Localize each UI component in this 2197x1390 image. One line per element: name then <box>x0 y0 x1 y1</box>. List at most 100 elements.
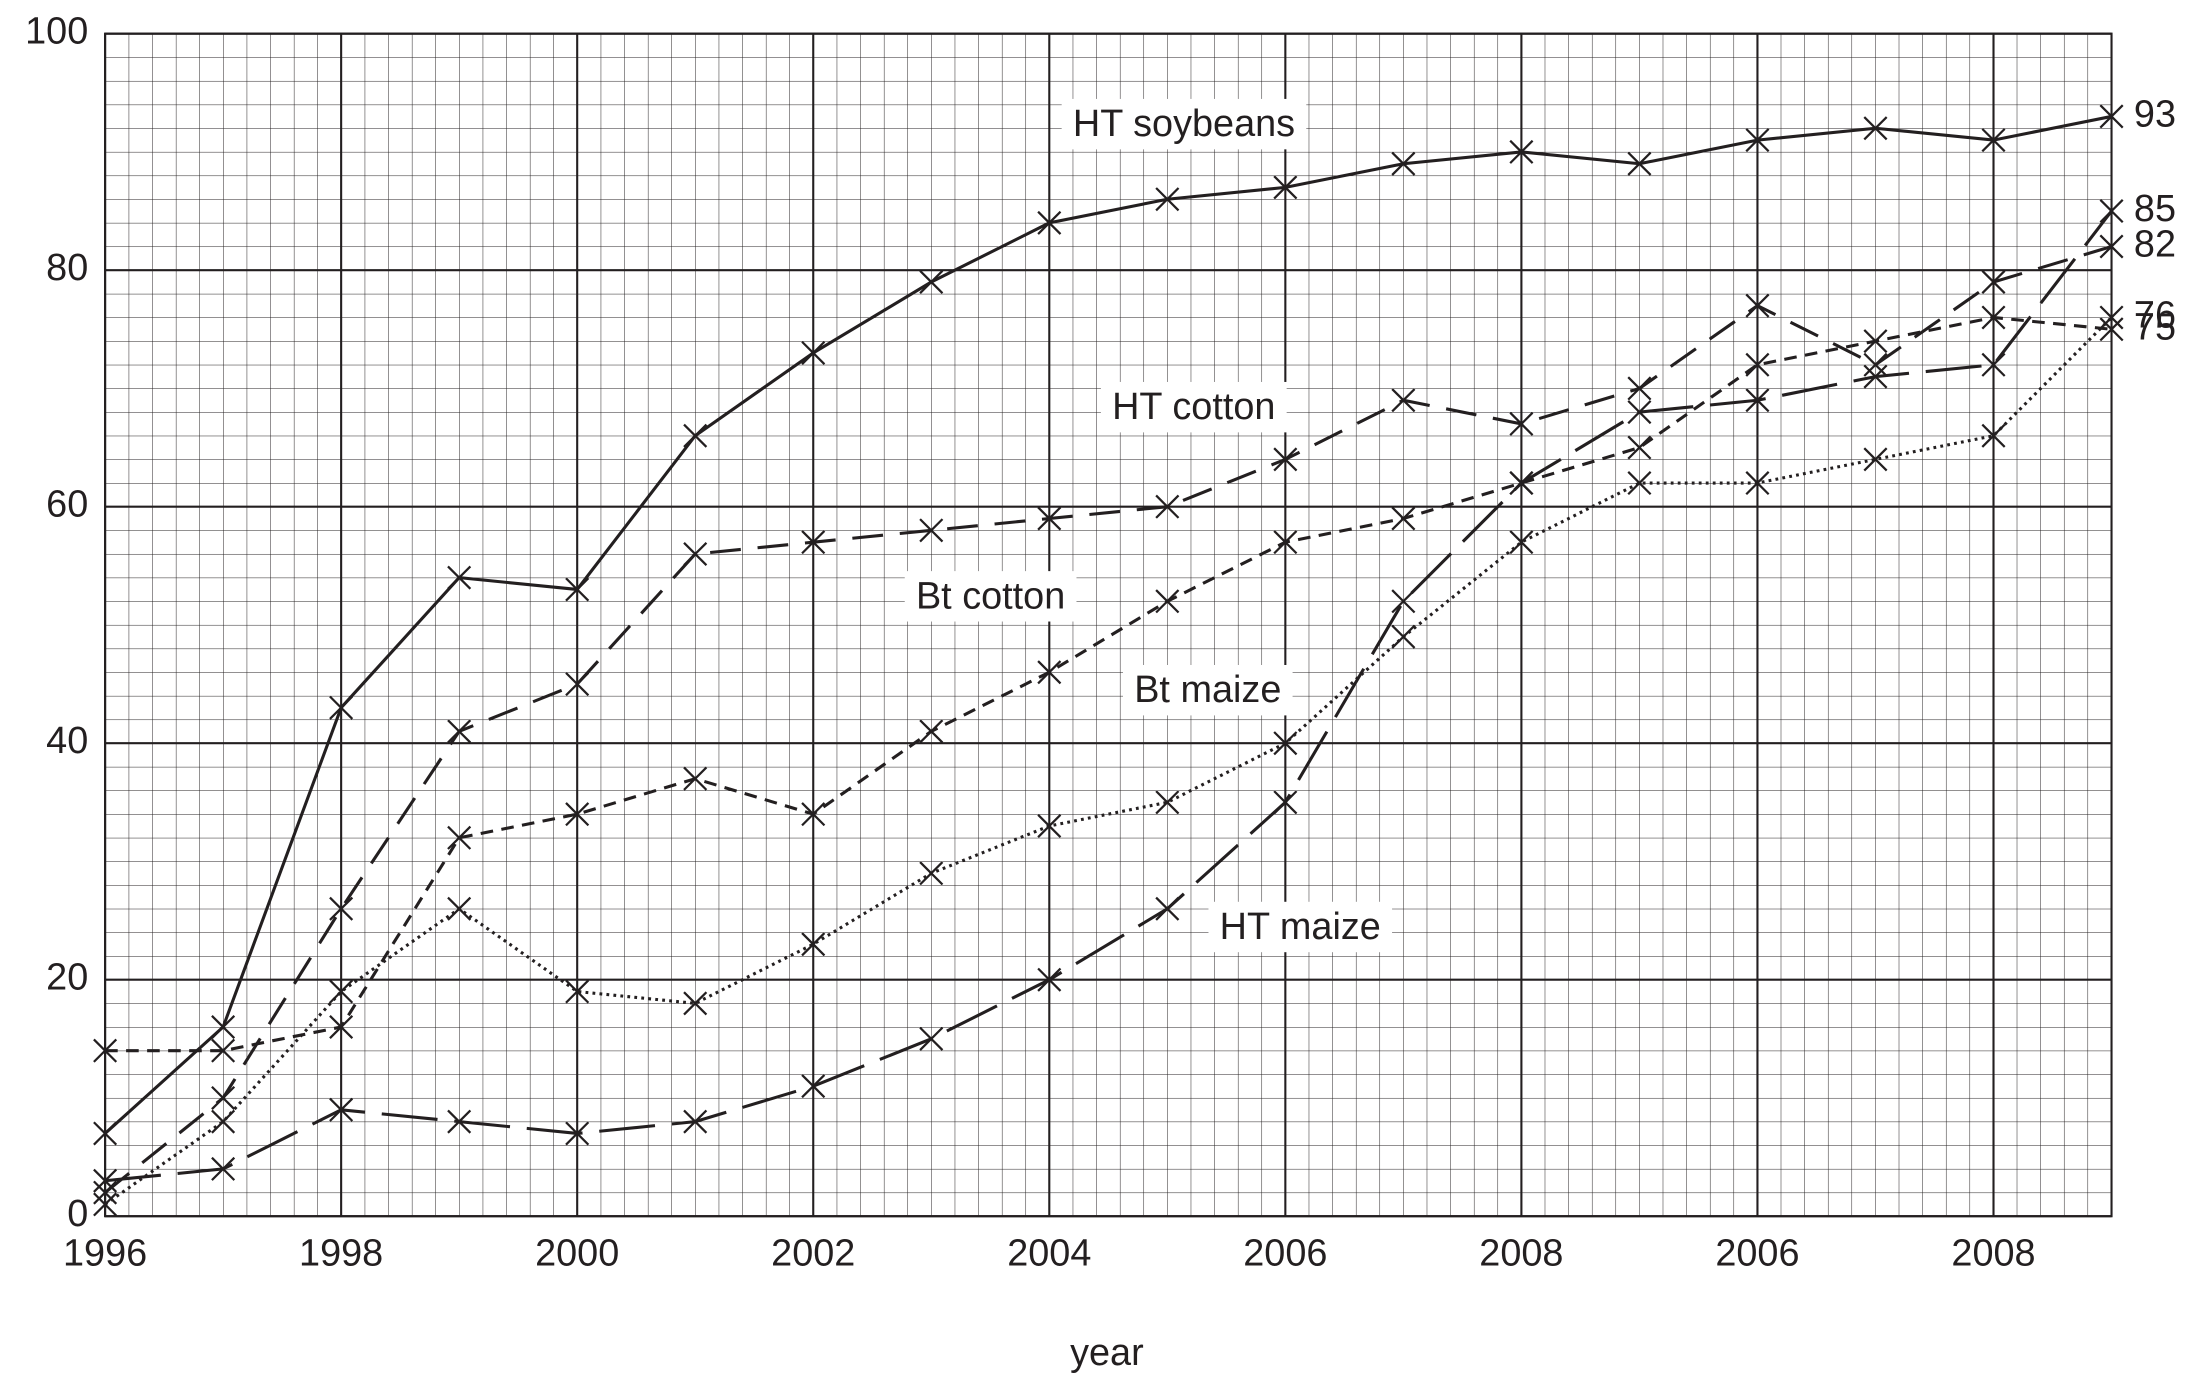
y-tick-label: 40 <box>46 720 88 762</box>
data-point <box>329 979 354 1004</box>
data-point <box>447 565 472 590</box>
value-label: 76 <box>2134 294 2176 336</box>
data-point <box>1627 471 1652 496</box>
value-label: 93 <box>2134 93 2176 135</box>
data-point <box>1273 447 1298 472</box>
data-point <box>801 340 826 365</box>
x-tick-label: 2002 <box>771 1232 855 1274</box>
data-point <box>1627 400 1652 425</box>
data-point <box>1037 210 1062 235</box>
data-point <box>1981 305 2006 330</box>
series-label: HT soybeans <box>1073 103 1295 145</box>
data-point <box>565 577 590 602</box>
data-point <box>1509 411 1534 436</box>
data-point <box>1745 388 1770 413</box>
data-point <box>329 695 354 720</box>
data-point <box>1037 967 1062 992</box>
series-label: HT cotton <box>1112 386 1275 428</box>
data-point <box>1863 352 1888 377</box>
x-tick-label: 2008 <box>1951 1232 2035 1274</box>
data-point <box>1273 731 1298 756</box>
data-point <box>1155 187 1180 212</box>
data-point <box>1627 151 1652 176</box>
data-point <box>1155 589 1180 614</box>
data-point <box>1037 813 1062 838</box>
x-axis-title: year <box>1070 1332 1144 1374</box>
data-point <box>1627 376 1652 401</box>
data-point <box>683 766 708 791</box>
x-tick-label: 2006 <box>1715 1232 1799 1274</box>
series-line <box>104 114 2112 1135</box>
y-tick-label: 60 <box>46 484 88 526</box>
series-line <box>104 316 2113 1206</box>
data-point <box>1273 790 1298 815</box>
data-point <box>1863 364 1888 389</box>
data-point <box>1981 423 2006 448</box>
data-point <box>1863 116 1888 141</box>
data-point <box>1981 352 2006 377</box>
data-point <box>1745 293 1770 318</box>
y-tick-label: 80 <box>46 247 88 289</box>
lines <box>93 104 2124 1217</box>
data-point <box>919 518 944 543</box>
data-point <box>329 1097 354 1122</box>
value-label: 85 <box>2134 188 2176 230</box>
data-point <box>565 672 590 697</box>
data-point <box>683 541 708 566</box>
data-point <box>801 802 826 827</box>
data-point <box>447 1109 472 1134</box>
x-tick-label: 2000 <box>535 1232 619 1274</box>
series-label-bg <box>1122 664 1293 716</box>
series-line <box>104 245 2112 1194</box>
data-point <box>329 1015 354 1040</box>
y-tick-label: 0 <box>67 1193 88 1235</box>
data-point <box>1745 128 1770 153</box>
x-tick-label: 2004 <box>1007 1232 1091 1274</box>
data-point <box>565 1121 590 1146</box>
data-point <box>919 861 944 886</box>
data-point <box>1037 506 1062 531</box>
data-point <box>1509 471 1534 496</box>
labels: 0 20 40 60 80 100 1996 1998 2000 2002 2004 2006 2008… <box>25 11 2176 1275</box>
data-point <box>565 979 590 1004</box>
data-point <box>211 1085 236 1110</box>
data-point <box>1981 128 2006 153</box>
data-point <box>683 991 708 1016</box>
data-point <box>1391 506 1416 531</box>
data-point <box>1509 530 1534 555</box>
minor-grid <box>105 33 2112 1217</box>
series-label-bg <box>1208 901 1393 953</box>
data-point <box>1863 447 1888 472</box>
data-point <box>919 1026 944 1051</box>
series-label: Bt maize <box>1134 669 1281 711</box>
value-label: 82 <box>2134 224 2176 266</box>
data-point <box>1273 530 1298 555</box>
plot-frame <box>104 32 2113 1218</box>
data-point <box>1273 175 1298 200</box>
data-point <box>447 719 472 744</box>
data-point <box>329 896 354 921</box>
data-point <box>919 269 944 294</box>
data-point <box>447 896 472 921</box>
x-tick-label: 1996 <box>63 1232 147 1274</box>
data-point <box>1981 269 2006 294</box>
data-point <box>565 802 590 827</box>
data-point <box>1155 896 1180 921</box>
series-label: Bt cotton <box>916 575 1065 617</box>
data-point <box>683 1109 708 1134</box>
data-point <box>1627 435 1652 460</box>
data-point <box>1745 471 1770 496</box>
x-tick-label: 2006 <box>1243 1232 1327 1274</box>
data-point <box>447 825 472 850</box>
data-point <box>1863 329 1888 354</box>
data-point <box>801 530 826 555</box>
data-point <box>683 423 708 448</box>
data-point <box>211 1015 236 1040</box>
data-point <box>1391 589 1416 614</box>
data-point <box>1509 139 1534 164</box>
data-point <box>1155 790 1180 815</box>
data-point <box>1037 660 1062 685</box>
data-point <box>801 1074 826 1099</box>
y-tick-label: 20 <box>46 957 88 999</box>
